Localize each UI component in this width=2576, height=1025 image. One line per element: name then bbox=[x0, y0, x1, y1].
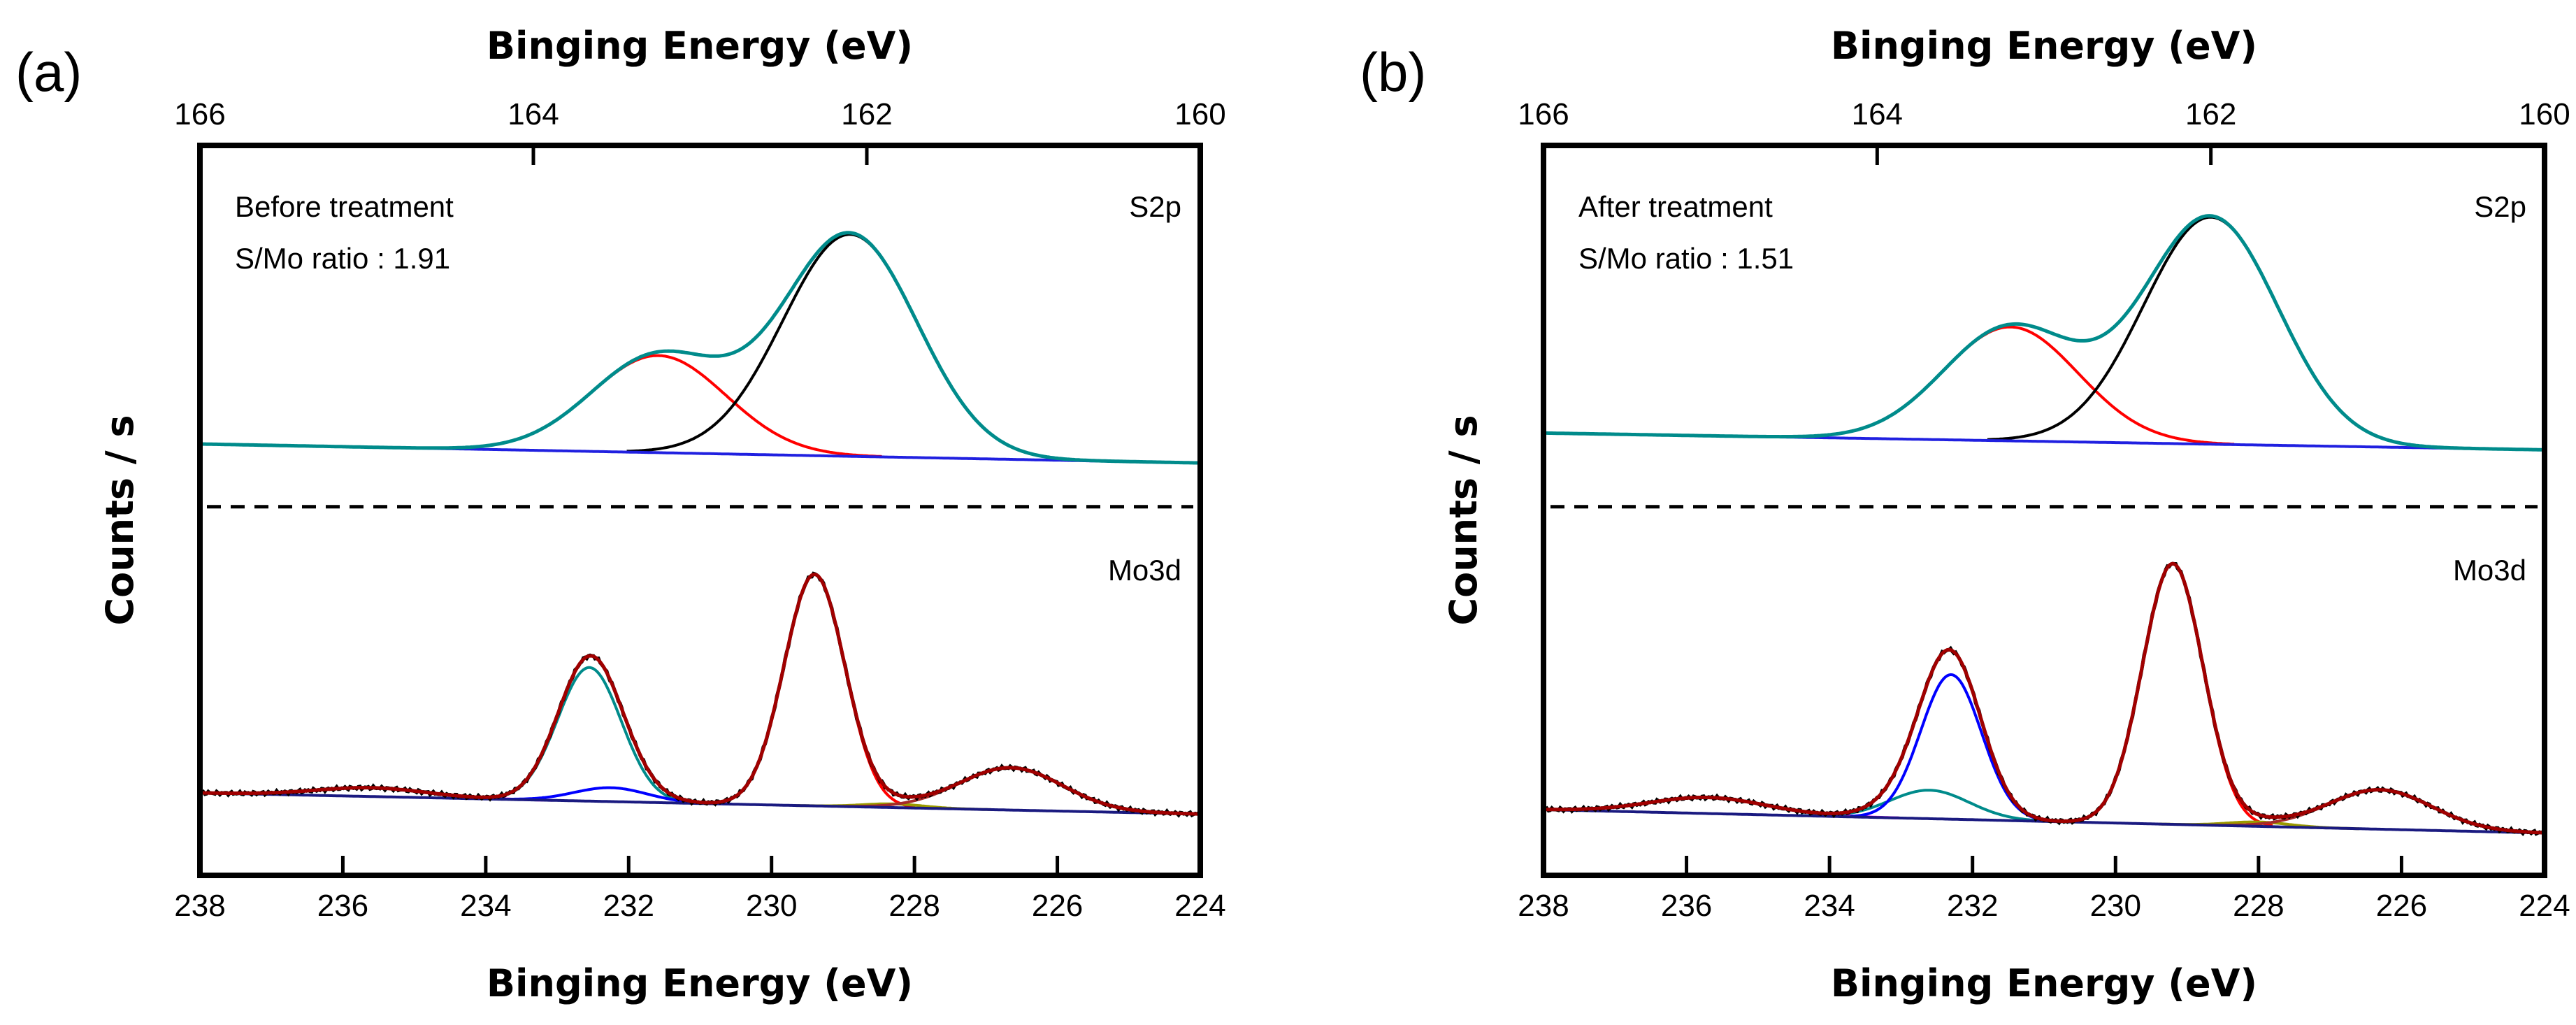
s2p-fit-envelope bbox=[1543, 214, 2545, 452]
bottom-tick-label: 224 bbox=[1174, 889, 1225, 923]
region-label-s2p: S2p bbox=[2474, 190, 2526, 223]
s2p-fit-envelope bbox=[200, 231, 1200, 465]
s2p-component-162.1 bbox=[626, 233, 1074, 461]
top-tick-label: 166 bbox=[1518, 97, 1569, 131]
mo3d-component-232.3 bbox=[1850, 673, 2051, 822]
bottom-tick-label: 226 bbox=[2376, 889, 2427, 923]
s-mo-ratio-label: S/Mo ratio : 1.91 bbox=[235, 242, 450, 275]
panel-b: (b) Binging Energy (eV) Binging Energy (… bbox=[1360, 24, 2570, 1005]
s2p-component-162 bbox=[1987, 215, 2435, 449]
y-axis-title: Counts / s bbox=[98, 415, 142, 625]
bottom-tick-label: 228 bbox=[888, 889, 940, 923]
bottom-tick-label: 224 bbox=[2519, 889, 2570, 923]
bottom-tick-label: 234 bbox=[460, 889, 511, 923]
top-tick-label: 162 bbox=[841, 97, 892, 131]
bottom-tick-label: 238 bbox=[174, 889, 225, 923]
bottom-x-axis-title: Binging Energy (eV) bbox=[1831, 961, 2257, 1005]
top-tick-label: 162 bbox=[2185, 97, 2236, 131]
bottom-tick-label: 228 bbox=[2233, 889, 2284, 923]
panel-label: (b) bbox=[1360, 41, 1426, 103]
region-label-s2p: S2p bbox=[1129, 190, 1181, 223]
region-label-mo3d: Mo3d bbox=[1108, 554, 1181, 587]
mo3d-fit-envelope bbox=[1543, 561, 2545, 835]
mo3d-component-229.4 bbox=[714, 573, 916, 809]
bottom-tick-label: 234 bbox=[1804, 889, 1855, 923]
s2p-component-163.25 bbox=[435, 354, 882, 458]
mo3d-fit-envelope bbox=[199, 573, 1200, 816]
bottom-tick-label: 238 bbox=[1518, 889, 1569, 923]
s2p-component-163.2 bbox=[1787, 325, 2235, 446]
bottom-x-axis-title: Binging Energy (eV) bbox=[487, 961, 913, 1005]
top-tick-label: 160 bbox=[2519, 97, 2570, 131]
plot-frame bbox=[1541, 143, 2547, 878]
top-tick-label: 164 bbox=[508, 97, 559, 131]
panel-a: (a) Binging Energy (eV) Binging Energy (… bbox=[15, 24, 1226, 1005]
plot-curves bbox=[199, 231, 1202, 818]
y-axis-title: Counts / s bbox=[1441, 415, 1485, 625]
bottom-tick-label: 232 bbox=[1947, 889, 1998, 923]
bottom-tick-label: 230 bbox=[2090, 889, 2141, 923]
bottom-tick-label: 230 bbox=[746, 889, 797, 923]
bottom-tick-label: 232 bbox=[603, 889, 654, 923]
sample-condition-label: Before treatment bbox=[235, 190, 454, 223]
sample-condition-label: After treatment bbox=[1578, 190, 1773, 223]
top-tick-label: 166 bbox=[174, 97, 225, 131]
top-x-axis-title: Binging Energy (eV) bbox=[1831, 24, 2257, 68]
region-label-mo3d: Mo3d bbox=[2453, 554, 2526, 587]
mo3d-component-232.55 bbox=[484, 666, 696, 805]
bottom-tick-label: 236 bbox=[1661, 889, 1712, 923]
top-tick-label: 160 bbox=[1174, 97, 1225, 131]
top-x-axis-title: Binging Energy (eV) bbox=[487, 24, 913, 68]
mo3d-component-229.2 bbox=[2072, 562, 2273, 827]
s-mo-ratio-label: S/Mo ratio : 1.51 bbox=[1578, 242, 1794, 275]
bottom-tick-label: 226 bbox=[1032, 889, 1083, 923]
panel-label: (a) bbox=[15, 41, 82, 103]
top-tick-label: 164 bbox=[1852, 97, 1903, 131]
bottom-tick-label: 236 bbox=[317, 889, 368, 923]
plot-frame bbox=[197, 143, 1203, 878]
plot-curves bbox=[1543, 214, 2546, 837]
